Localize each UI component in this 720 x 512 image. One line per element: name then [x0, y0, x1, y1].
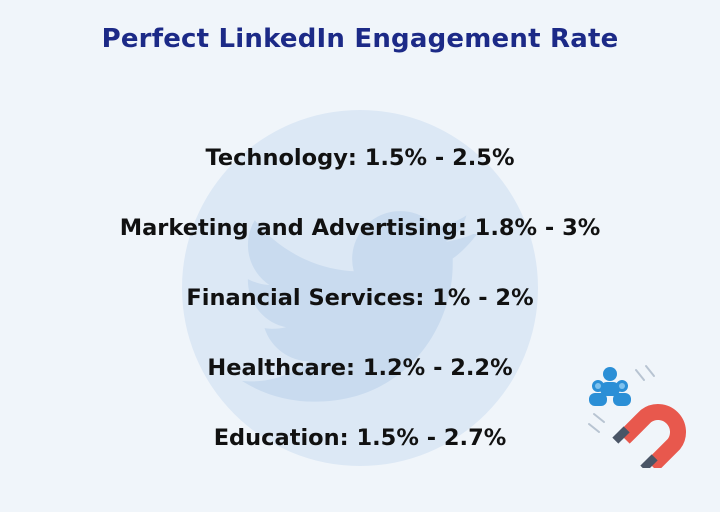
page-title: Perfect LinkedIn Engagement Rate — [101, 24, 619, 54]
stat-technology: Technology: 1.5% - 2.5% — [205, 145, 515, 171]
twitter-bird-icon — [182, 110, 538, 466]
stat-marketing-advertising: Marketing and Advertising: 1.8% - 3% — [119, 215, 601, 241]
stat-financial-services: Financial Services: 1% - 2% — [186, 285, 534, 311]
magnet-attracting-people-icon — [588, 365, 686, 468]
stat-education: Education: 1.5% - 2.7% — [213, 425, 507, 451]
stat-healthcare: Healthcare: 1.2% - 2.2% — [207, 355, 513, 381]
engagement-rate-list: Technology: 1.5% - 2.5% Marketing and Ad… — [0, 136, 720, 486]
